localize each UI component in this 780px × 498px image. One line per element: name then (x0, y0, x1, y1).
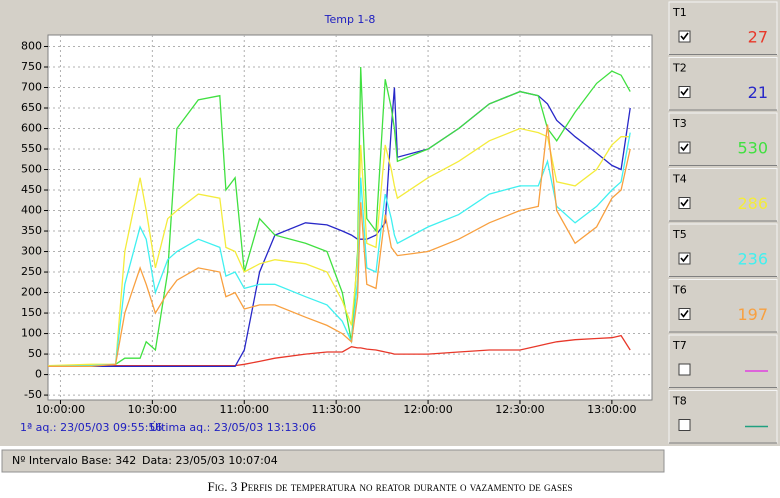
y-tick-label: 250 (21, 265, 42, 278)
y-tick-label: 350 (21, 224, 42, 237)
y-tick-label: 600 (21, 122, 42, 135)
y-tick-label: 750 (21, 60, 42, 73)
status-interval: Nº Intervalo Base: 342 (12, 454, 136, 467)
last-acquisition: Última aq.: 23/05/03 13:13:06 (150, 421, 316, 434)
channel-value: 21 (748, 83, 768, 102)
series-line (48, 334, 631, 368)
series-line (48, 124, 631, 368)
y-tick-label: -50 (24, 388, 42, 401)
checkmark (680, 199, 689, 207)
x-tick-label: 12:00:00 (403, 403, 452, 416)
y-tick-label: 450 (21, 183, 42, 196)
checkmark (680, 310, 689, 318)
channel-value: 530 (737, 139, 768, 158)
channel-cell (668, 279, 778, 333)
y-tick-label: 200 (21, 286, 42, 299)
channel-name: T7 (672, 339, 687, 352)
figure-caption: Fig. 3 Perfis de temperatura no reator d… (208, 479, 573, 494)
y-tick-label: 300 (21, 245, 42, 258)
checkbox[interactable] (678, 363, 691, 376)
series-line (48, 87, 631, 368)
series-line (47, 132, 631, 368)
channel-cell (668, 334, 778, 388)
series-line (47, 127, 631, 367)
channel-name: T2 (672, 62, 687, 75)
y-tick-label: 400 (21, 204, 42, 217)
y-tick-label: 650 (21, 101, 42, 114)
x-tick-label: 11:30:00 (311, 403, 360, 416)
channel-value: 286 (737, 194, 768, 213)
channel-cell (668, 1, 778, 55)
y-tick-label: 50 (28, 347, 42, 360)
chart-title: Temp 1-8 (324, 13, 376, 26)
checkmark (680, 32, 689, 41)
x-tick-label: 11:00:00 (220, 403, 269, 416)
channel-name: T5 (672, 228, 687, 241)
y-tick-label: 700 (21, 80, 42, 93)
x-tick-label: 13:00:00 (587, 403, 636, 416)
channel-value: 197 (737, 305, 768, 324)
x-tick-label: 10:00:00 (36, 403, 85, 416)
y-tick-label: 500 (21, 163, 42, 176)
channel-cell (668, 168, 778, 222)
channel-name: T1 (672, 6, 687, 19)
checkbox[interactable] (678, 419, 691, 431)
first-acquisition: 1ª aq.: 23/05/03 09:55:56 (20, 421, 162, 434)
channel-cell (668, 390, 778, 444)
channel-cell (668, 57, 778, 111)
channel-name: T8 (672, 395, 687, 408)
channel-name: T3 (672, 117, 687, 130)
y-tick-label: 0 (35, 368, 42, 381)
checkmark (680, 254, 689, 263)
checkmark (680, 88, 689, 96)
status-bar (1, 449, 665, 473)
channel-value: 27 (748, 28, 768, 47)
status-date: Data: 23/05/03 10:07:04 (142, 454, 278, 467)
plot-area (47, 34, 653, 401)
x-tick-label: 10:30:00 (128, 403, 177, 416)
channel-value: 236 (737, 250, 768, 269)
y-tick-label: 800 (21, 39, 42, 52)
checkmark (680, 143, 689, 152)
channel-name: T4 (672, 173, 687, 186)
channel-name: T6 (672, 284, 687, 297)
x-tick-label: 12:30:00 (495, 403, 544, 416)
y-tick-label: 100 (21, 327, 42, 340)
channel-cell (668, 223, 778, 277)
y-tick-label: 150 (21, 306, 42, 319)
y-tick-label: 550 (21, 142, 42, 155)
